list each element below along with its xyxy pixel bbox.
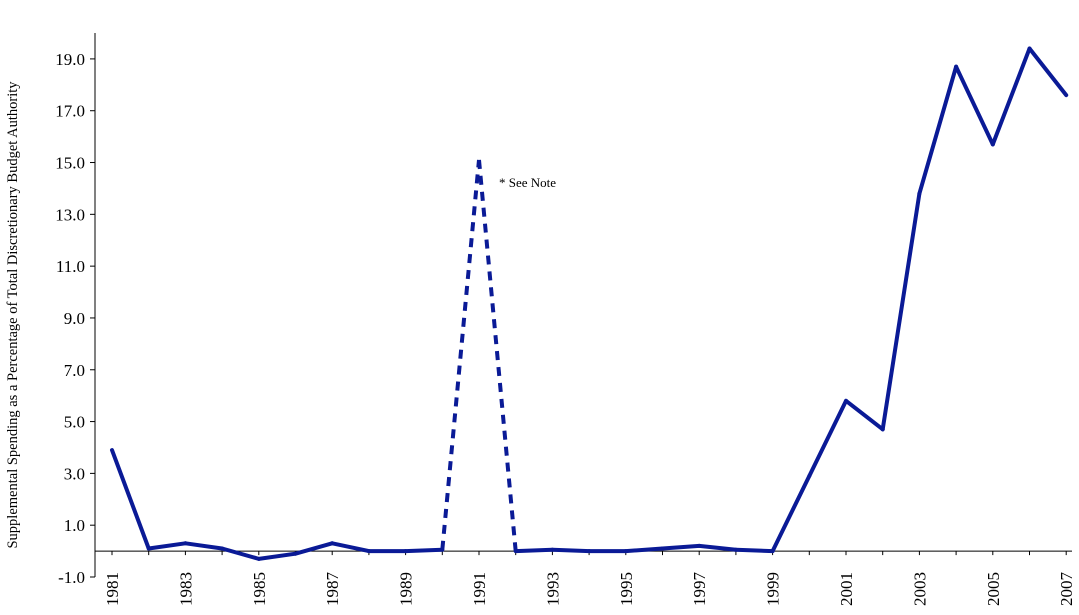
y-tick-label: 19.0 <box>55 50 85 69</box>
y-tick-label: 11.0 <box>56 257 85 276</box>
x-tick-labels: 1981 1983 1985 1987 1989 1991 1993 1995 1997 1999… <box>103 551 1076 606</box>
y-tick-label: 15.0 <box>55 154 85 173</box>
y-tick-label: 7.0 <box>64 361 85 380</box>
y-tick-label: -1.0 <box>58 568 85 587</box>
y-tick-label: 9.0 <box>64 309 85 328</box>
series-segment <box>660 543 702 551</box>
x-tick-label: 1997 <box>690 572 709 607</box>
y-tick-label: 3.0 <box>64 464 85 483</box>
x-tick-label: 1999 <box>764 572 783 606</box>
series-segment <box>513 547 555 554</box>
x-tick-label: 1989 <box>397 572 416 606</box>
series-segment <box>256 551 298 561</box>
x-tick-label: 2003 <box>910 572 929 606</box>
x-tick-label: 2005 <box>984 572 1003 606</box>
series-segment <box>807 398 848 478</box>
x-tick-label: 1983 <box>176 572 195 606</box>
series-segment <box>697 543 738 552</box>
x-tick-label: 1995 <box>617 572 636 606</box>
x-tick-label: 1991 <box>470 572 489 606</box>
series-segment <box>990 46 1032 147</box>
series-segment <box>550 547 592 554</box>
annotations: * See Note <box>499 175 556 190</box>
y-tick-labels: -1.0 1.0 3.0 5.0 7.0 9.0 11.0 13.0 15.0 17.0 19.0 <box>55 50 95 587</box>
series-segment <box>220 546 261 561</box>
x-tick-label: 1987 <box>323 572 342 607</box>
data-series <box>110 46 1069 561</box>
series-segment <box>917 64 959 196</box>
series-segment <box>733 547 775 554</box>
y-tick-label: 17.0 <box>55 102 85 121</box>
y-tick-label: 13.0 <box>55 205 85 224</box>
series-segment <box>954 64 995 147</box>
series-segment <box>880 191 922 432</box>
series-segment <box>770 473 812 554</box>
x-tick-label: 2007 <box>1057 572 1076 607</box>
series-segment-dashed <box>440 159 481 550</box>
series-segment <box>110 448 151 551</box>
x-tick-label: 1981 <box>103 572 122 606</box>
series-segment-dashed <box>477 159 518 552</box>
series-segment <box>403 547 445 554</box>
series-segment <box>146 541 188 551</box>
x-tick-label: 1993 <box>543 572 562 606</box>
y-tick-label: 1.0 <box>64 516 85 535</box>
series-segment <box>293 541 335 556</box>
series-segment <box>1027 46 1069 98</box>
series-segment <box>183 541 225 551</box>
y-tick-label: 5.0 <box>64 413 85 432</box>
series-segment <box>623 546 665 554</box>
x-tick-label: 1985 <box>250 572 269 606</box>
y-axis-title: Supplemental Spending as a Percentage of… <box>5 81 21 549</box>
annotation-text: * See Note <box>499 175 556 190</box>
series-segment <box>330 541 371 554</box>
series-segment <box>844 398 885 432</box>
x-tick-label: 2001 <box>837 572 856 606</box>
axes <box>94 33 1072 577</box>
